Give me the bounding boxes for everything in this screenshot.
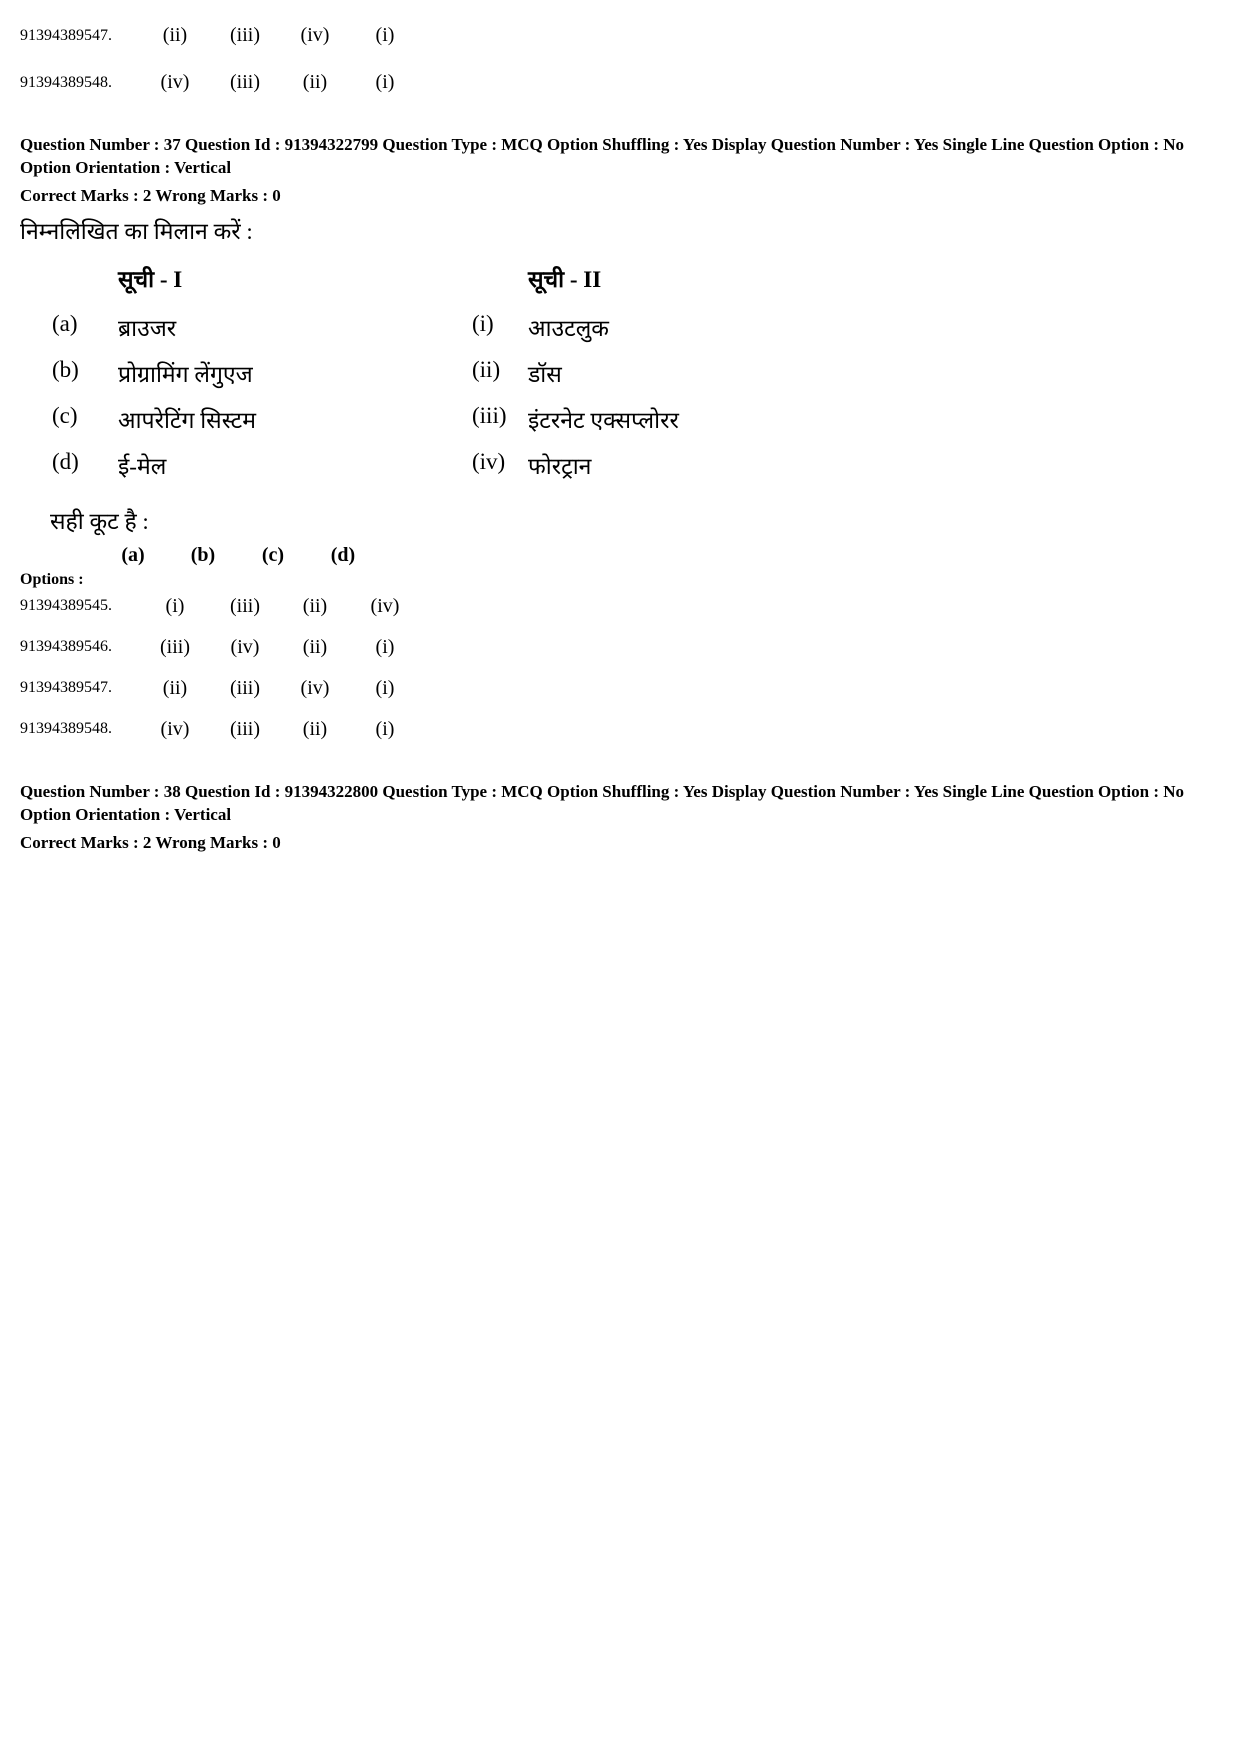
option-id: 91394389547.: [20, 679, 140, 697]
cell: (iii): [210, 718, 280, 741]
cell: (i): [350, 71, 420, 94]
q37-marks: Correct Marks : 2 Wrong Marks : 0: [20, 186, 1220, 206]
list2-text: आउटलुक: [528, 311, 609, 343]
list1-text: ई-मेल: [118, 449, 166, 481]
abcd-cell: (b): [168, 544, 238, 567]
cell: (iv): [280, 24, 350, 47]
list1-header: सूची - I: [52, 262, 472, 294]
cell: (iii): [210, 24, 280, 47]
q37-meta: Question Number : 37 Question Id : 91394…: [20, 134, 1220, 180]
list2-row: (iii) इंटरनेट एक्सप्लोरर: [472, 403, 872, 435]
abcd-cell: (a): [98, 544, 168, 567]
abcd-cell: (c): [238, 544, 308, 567]
cell: (iv): [280, 677, 350, 700]
cell: (i): [350, 677, 420, 700]
cell: (iv): [350, 595, 420, 618]
cell: (ii): [140, 677, 210, 700]
cell: (iii): [210, 677, 280, 700]
cell: (i): [140, 595, 210, 618]
list1-row: (a) ब्राउजर: [52, 311, 472, 343]
abcd-header: (a) (b) (c) (d): [98, 544, 1220, 567]
option-cells: (i) (iii) (ii) (iv): [140, 595, 420, 618]
option-id: 91394389547.: [20, 27, 140, 45]
option-id: 91394389545.: [20, 597, 140, 615]
option-cells: (iv) (iii) (ii) (i): [140, 718, 420, 741]
list2-column: सूची - II (i) आउटलुक (ii) डॉस (iii) इंटर…: [472, 262, 872, 488]
cell: (iii): [210, 595, 280, 618]
cell: (iii): [210, 71, 280, 94]
list1-key: (a): [52, 311, 118, 343]
list1-column: सूची - I (a) ब्राउजर (b) प्रोग्रामिंग ले…: [52, 262, 472, 488]
match-table: सूची - I (a) ब्राउजर (b) प्रोग्रामिंग ले…: [52, 262, 1220, 488]
option-cells: (ii) (iii) (iv) (i): [140, 24, 420, 47]
list1-key: (b): [52, 357, 118, 389]
q37-prompt: निम्नलिखित का मिलान करें :: [20, 214, 1220, 246]
list2-row: (ii) डॉस: [472, 357, 872, 389]
list2-key: (iii): [472, 403, 528, 435]
option-cells: (ii) (iii) (iv) (i): [140, 677, 420, 700]
cell: (ii): [280, 636, 350, 659]
list1-key: (d): [52, 449, 118, 481]
q37-option-row-2[interactable]: 91394389546. (iii) (iv) (ii) (i): [20, 636, 1220, 659]
cell: (ii): [140, 24, 210, 47]
cell: (iv): [140, 71, 210, 94]
q37-option-row-3[interactable]: 91394389547. (ii) (iii) (iv) (i): [20, 677, 1220, 700]
option-id: 91394389546.: [20, 638, 140, 656]
list1-text: ब्राउजर: [118, 311, 176, 343]
option-cells: (iv) (iii) (ii) (i): [140, 71, 420, 94]
list2-key: (i): [472, 311, 528, 343]
cell: (i): [350, 24, 420, 47]
list1-key: (c): [52, 403, 118, 435]
list2-row: (iv) फोरट्रान: [472, 449, 872, 481]
q37-option-row-4[interactable]: 91394389548. (iv) (iii) (ii) (i): [20, 718, 1220, 741]
list2-key: (ii): [472, 357, 528, 389]
cell: (ii): [280, 71, 350, 94]
list1-row: (c) आपरेटिंग सिस्टम: [52, 403, 472, 435]
option-id: 91394389548.: [20, 720, 140, 738]
cell: (i): [350, 718, 420, 741]
list2-key: (iv): [472, 449, 528, 481]
list2-text: इंटरनेट एक्सप्लोरर: [528, 403, 679, 435]
q37-options-label: Options :: [20, 571, 1220, 589]
q37-sahi: सही कूट है :: [50, 504, 1220, 536]
cell: (iii): [140, 636, 210, 659]
abcd-cell: (d): [308, 544, 378, 567]
list1-row: (b) प्रोग्रामिंग लेंगुएज: [52, 357, 472, 389]
cell: (i): [350, 636, 420, 659]
cell: (iv): [140, 718, 210, 741]
option-cells: (iii) (iv) (ii) (i): [140, 636, 420, 659]
cell: (ii): [280, 595, 350, 618]
top-option-row-2: 91394389548. (iv) (iii) (ii) (i): [20, 71, 1220, 94]
q37-body: निम्नलिखित का मिलान करें : सूची - I (a) …: [20, 214, 1220, 567]
q38-marks: Correct Marks : 2 Wrong Marks : 0: [20, 833, 1220, 853]
list1-text: प्रोग्रामिंग लेंगुएज: [118, 357, 253, 389]
list2-header: सूची - II: [472, 262, 872, 294]
cell: (ii): [280, 718, 350, 741]
list1-row: (d) ई-मेल: [52, 449, 472, 481]
top-option-row-1: 91394389547. (ii) (iii) (iv) (i): [20, 24, 1220, 47]
list2-row: (i) आउटलुक: [472, 311, 872, 343]
list2-text: डॉस: [528, 357, 562, 389]
list2-text: फोरट्रान: [528, 449, 591, 481]
option-id: 91394389548.: [20, 74, 140, 92]
list1-text: आपरेटिंग सिस्टम: [118, 403, 256, 435]
cell: (iv): [210, 636, 280, 659]
q37-option-row-1[interactable]: 91394389545. (i) (iii) (ii) (iv): [20, 595, 1220, 618]
q38-meta: Question Number : 38 Question Id : 91394…: [20, 781, 1220, 827]
